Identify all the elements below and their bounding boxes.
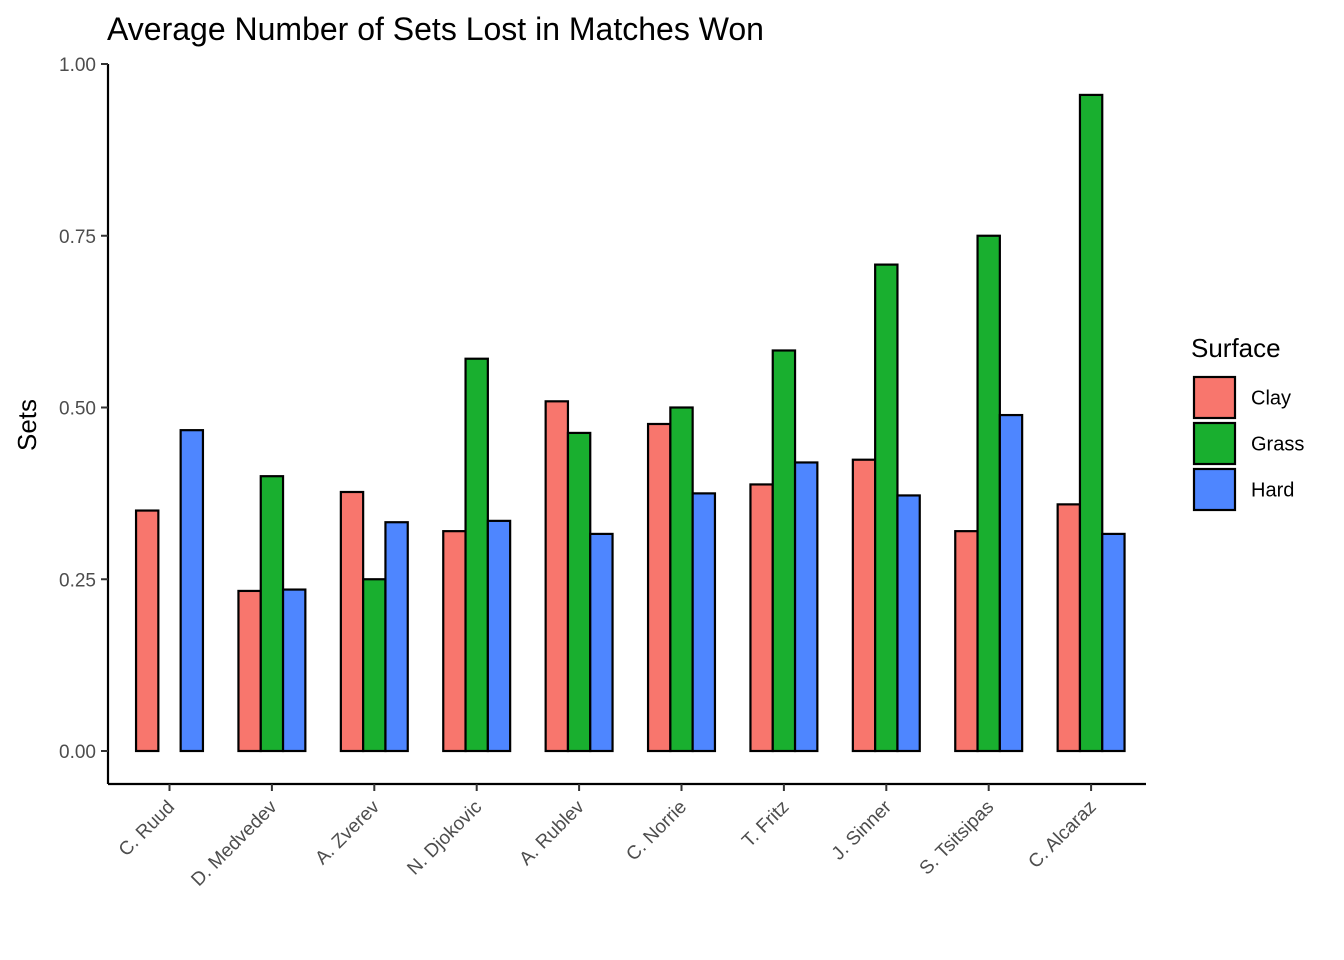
legend-swatch-hard [1192,467,1237,512]
x-tick-label: A. Rublev [516,796,589,869]
bar-clay-8 [954,530,979,753]
legend-label-grass: Grass [1251,434,1304,456]
x-tick-label: C. Ruud [115,797,179,861]
bar-clay-7 [851,458,877,753]
bar-hard-8 [998,413,1024,753]
x-tick-label: D. Medvedev [187,796,281,890]
bar-hard-1 [281,588,307,753]
x-tick-label: J. Sinner [828,796,896,864]
bar-hard-4 [589,532,614,753]
bar-hard-2 [384,521,409,753]
bar-hard-7 [896,494,921,753]
bar-hard-5 [691,492,717,753]
bar-clay-1 [237,589,262,753]
bars-group [134,93,1126,753]
bar-clay-0 [134,509,160,753]
bar-grass-8 [976,234,1001,753]
x-tick-label: C. Norrie [622,797,691,866]
y-tick-label: 1.00 [59,55,96,76]
bar-clay-4 [544,400,570,753]
bar-grass-1 [259,475,285,753]
bar-clay-9 [1056,503,1082,753]
bar-clay-6 [749,483,774,753]
x-tick-label: C. Alcaraz [1025,797,1101,873]
bar-grass-4 [566,431,592,753]
x-axis: C. Ruud D. Medvedev A. Zverev N. Djokovic A.… [108,782,1146,891]
legend: Surface Clay Grass Hard [1191,333,1304,512]
y-tick-label: 0.50 [59,399,96,420]
x-tick-label: A. Zverev [311,796,384,869]
bar-hard-0 [179,429,205,753]
legend-label-clay: Clay [1251,388,1291,410]
bar-grass-2 [362,578,387,753]
bar-grass-5 [669,406,694,753]
bar-hard-3 [486,519,512,753]
y-axis: 0.00 0.25 0.50 0.75 1.00 [59,55,110,784]
bar-clay-3 [442,530,467,753]
bar-hard-9 [1101,532,1126,753]
legend-title: Surface [1191,333,1281,363]
y-axis-title: Sets [12,399,42,451]
x-tick-label: N. Djokovic [403,797,486,880]
chart-title: Average Number of Sets Lost in Matches W… [107,11,764,47]
y-tick-label: 0.75 [59,227,96,248]
y-tick-label: 0.25 [59,570,96,591]
bar-grass-6 [771,349,797,753]
bar-clay-2 [339,490,365,753]
bar-clay-5 [646,422,672,753]
bar-grass-9 [1078,93,1104,753]
x-tick-label: T. Fritz [738,797,793,852]
legend-label-hard: Hard [1251,480,1294,502]
bar-grass-7 [874,263,899,753]
bar-hard-6 [793,461,819,753]
legend-swatch-clay [1192,375,1237,420]
legend-swatch-grass [1192,421,1237,466]
y-tick-label: 0.00 [59,742,96,763]
bar-grass-3 [464,357,489,753]
x-tick-label: S. Tsitsipas [916,797,999,880]
